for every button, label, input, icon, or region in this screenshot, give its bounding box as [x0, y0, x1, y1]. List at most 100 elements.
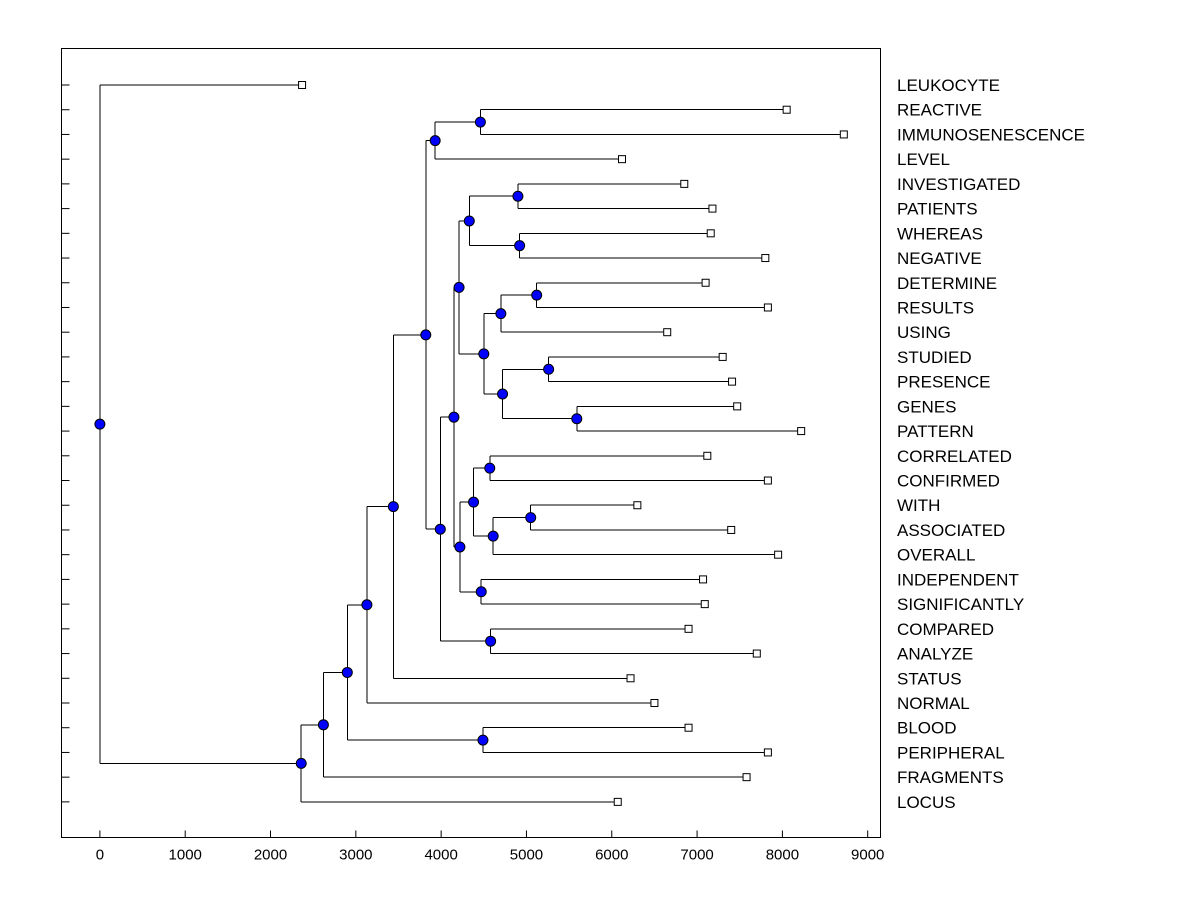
leaf-marker-studied: [718, 352, 727, 361]
merge-node-n29: [94, 418, 106, 430]
leaf-label-compared: COMPARED: [897, 620, 994, 639]
merge-node-n22: [420, 329, 432, 341]
merge-node-n1: [474, 116, 486, 128]
merge-node-n8: [543, 363, 555, 375]
leaf-label-using: USING: [897, 323, 951, 342]
leaf-label-studied: STUDIED: [897, 348, 972, 367]
plot-frame: [61, 48, 881, 838]
left-axis-ticks: [61, 84, 70, 803]
leaf-marker-reactive: [782, 105, 791, 114]
merge-node-n21: [434, 523, 446, 535]
leaf-label-determine: DETERMINE: [897, 274, 997, 293]
merge-node-n13: [484, 462, 496, 474]
merge-node-n17: [475, 586, 487, 598]
leaf-marker-investigated: [680, 179, 689, 188]
leaf-marker-normal: [650, 699, 659, 707]
merge-node-n9: [571, 413, 583, 425]
merge-node-n28: [295, 757, 307, 769]
x-tick-label: 8000: [766, 847, 799, 864]
merge-node-n26: [341, 666, 353, 678]
leaf-label-pattern: PATTERN: [897, 422, 974, 441]
leaf-marker-fragments: [742, 773, 751, 782]
leaf-label-peripheral: PERIPHERAL: [897, 743, 1005, 762]
leaf-marker-blood: [684, 723, 693, 732]
merge-node-n3: [512, 190, 524, 202]
leaf-marker-with: [633, 501, 642, 510]
leaf-marker-pattern: [797, 427, 806, 436]
leaf-marker-status: [626, 674, 635, 683]
x-tick-label: 0: [96, 847, 104, 864]
leaf-marker-whereas: [706, 229, 715, 238]
merge-node-n10: [497, 388, 509, 400]
leaf-label-negative: NEGATIVE: [897, 249, 982, 268]
leaf-markers: [298, 81, 848, 806]
x-axis: 0 1000 2000 3000 4000 5000 6000 7000 8000 9000: [96, 830, 884, 864]
leaf-label-normal: NORMAL: [897, 694, 970, 713]
merge-node-n4: [514, 240, 526, 252]
leaf-marker-determine: [701, 278, 710, 287]
leaf-label-immunosenescence: IMMUNOSENESCENCE: [897, 125, 1085, 144]
leaf-label-presence: PRESENCE: [897, 373, 991, 392]
leaf-label-patients: PATIENTS: [897, 200, 978, 219]
merge-node-n7: [495, 308, 507, 320]
merge-node-n18: [454, 541, 466, 553]
leaf-marker-overall: [774, 550, 783, 559]
leaf-marker-compared: [684, 624, 693, 633]
leaf-label-genes: GENES: [897, 397, 957, 416]
leaf-marker-negative: [761, 254, 770, 263]
leaf-label-reactive: REACTIVE: [897, 101, 982, 120]
leaf-label-fragments: FRAGMENTS: [897, 768, 1004, 787]
x-tick-label: 1000: [169, 847, 202, 864]
leaf-marker-independent: [699, 575, 708, 584]
leaf-label-leukocyte: LEUKOCYTE: [897, 76, 1000, 95]
leaf-marker-presence: [728, 377, 737, 386]
merge-nodes: [94, 116, 583, 769]
leaf-labels: LEUKOCYTE REACTIVE IMMUNOSENESCENCE LEVEL IN…: [897, 76, 1085, 812]
merge-node-n11: [478, 348, 490, 360]
x-tick-label: 3000: [339, 847, 372, 864]
leaf-label-blood: BLOOD: [897, 719, 957, 738]
leaf-label-independent: INDEPENDENT: [897, 570, 1019, 589]
leaf-label-significantly: SIGNIFICANTLY: [897, 595, 1024, 614]
leaf-marker-results: [763, 303, 772, 312]
leaf-marker-leukocyte: [298, 81, 307, 89]
leaf-marker-genes: [733, 402, 742, 411]
merge-node-n20: [485, 635, 497, 647]
merge-node-n27: [317, 719, 329, 731]
merge-node-n14: [525, 512, 537, 524]
leaf-label-whereas: WHEREAS: [897, 224, 983, 243]
leaf-label-locus: LOCUS: [897, 793, 956, 812]
merge-node-n25: [477, 734, 489, 746]
x-tick-label: 5000: [510, 847, 543, 864]
leaf-label-level: LEVEL: [897, 150, 950, 169]
leaf-label-results: RESULTS: [897, 298, 974, 317]
leaf-marker-significantly: [700, 600, 709, 609]
merge-node-n16: [468, 496, 480, 508]
leaf-marker-associated: [727, 525, 736, 534]
merge-node-n12: [453, 281, 465, 293]
leaf-label-status: STATUS: [897, 669, 962, 688]
leaf-marker-using: [663, 328, 672, 337]
x-tick-label: 7000: [680, 847, 713, 864]
leaf-label-correlated: CORRELATED: [897, 447, 1012, 466]
leaf-label-investigated: INVESTIGATED: [897, 175, 1020, 194]
x-tick-label: 2000: [254, 847, 287, 864]
merge-node-n2: [429, 135, 441, 147]
leaf-label-analyze: ANALYZE: [897, 645, 973, 664]
leaf-marker-analyze: [752, 649, 761, 658]
leaf-label-associated: ASSOCIATED: [897, 521, 1005, 540]
leaf-marker-immunosenescence: [839, 130, 848, 139]
leaf-label-with: WITH: [897, 496, 940, 515]
merge-node-n6: [531, 289, 543, 301]
leaf-label-confirmed: CONFIRMED: [897, 472, 1000, 491]
leaf-marker-locus: [613, 797, 622, 806]
x-tick-label: 9000: [851, 847, 884, 864]
merge-node-n19: [448, 411, 460, 423]
x-tick-label: 4000: [424, 847, 457, 864]
merge-node-n24: [361, 599, 373, 611]
leaf-marker-peripheral: [763, 748, 772, 757]
leaf-marker-correlated: [703, 451, 712, 460]
leaf-marker-confirmed: [763, 476, 772, 485]
dendrogram-links: [99, 84, 844, 803]
